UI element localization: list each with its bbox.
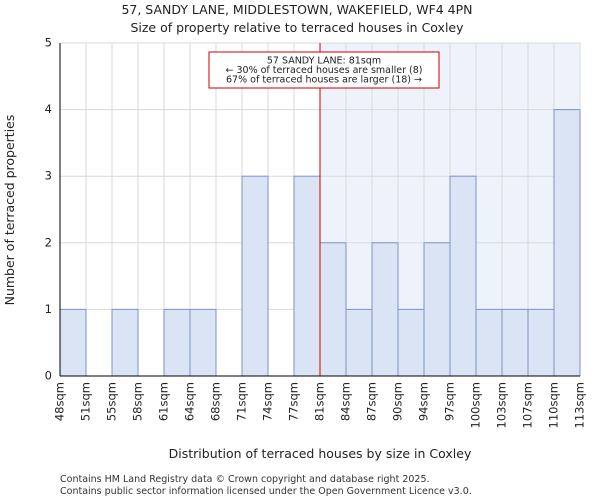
y-axis-label: Number of terraced properties	[2, 115, 17, 306]
x-tick-label: 61sqm	[157, 382, 171, 421]
histogram-bar	[501, 308, 529, 377]
x-tick-label: 64sqm	[183, 382, 197, 421]
histogram-bar	[293, 175, 321, 377]
histogram-bar	[111, 308, 139, 377]
histogram-bar	[527, 308, 555, 377]
x-tick-label: 74sqm	[261, 382, 275, 421]
annotation-line-1: 57 SANDY LANE: 81sqm	[267, 56, 381, 67]
x-tick-label: 68sqm	[209, 382, 223, 421]
x-tick-label: 103sqm	[495, 382, 509, 428]
y-tick-label: 0	[45, 369, 52, 383]
x-tick-label: 87sqm	[365, 382, 379, 421]
x-tick-label: 58sqm	[131, 382, 145, 421]
x-tick-label: 81sqm	[313, 382, 327, 421]
annotation-frame	[208, 51, 440, 89]
x-tick-label: 107sqm	[521, 382, 535, 428]
x-tick-label: 51sqm	[79, 382, 93, 421]
chart-title: 57, SANDY LANE, MIDDLESTOWN, WAKEFIELD, …	[121, 2, 472, 17]
histogram-bar	[553, 109, 581, 377]
x-tick-label: 97sqm	[443, 382, 457, 421]
histogram-bar	[397, 308, 425, 377]
x-tick-label: 48sqm	[53, 382, 67, 421]
x-tick-label: 84sqm	[339, 382, 353, 421]
chart-subtitle: Size of property relative to terraced ho…	[130, 20, 464, 35]
x-tick-label: 71sqm	[235, 382, 249, 421]
histogram-bar	[241, 175, 269, 377]
histogram-bar	[423, 242, 451, 377]
x-axis-label: Distribution of terraced houses by size …	[169, 446, 472, 461]
footer-line-1: Contains HM Land Registry data © Crown c…	[60, 474, 430, 485]
histogram-bar	[163, 308, 191, 377]
histogram-bar	[449, 175, 477, 377]
histogram-bar	[59, 308, 87, 377]
x-tick-label: 94sqm	[417, 382, 431, 421]
x-tick-label: 113sqm	[573, 382, 587, 428]
y-tick-label: 1	[45, 302, 52, 316]
x-tick-label: 55sqm	[105, 382, 119, 421]
y-tick-label: 3	[45, 169, 52, 183]
histogram-bar	[475, 308, 503, 377]
annotation-box: 57 SANDY LANE: 81sqm ← 30% of terraced h…	[208, 51, 440, 89]
histogram-bar	[189, 308, 217, 377]
footer-line-2: Contains public sector information licen…	[60, 486, 472, 497]
x-tick-label: 77sqm	[287, 382, 301, 421]
y-tick-label: 5	[45, 36, 52, 50]
y-tick-label: 2	[45, 235, 52, 249]
histogram-bar	[319, 242, 347, 377]
y-tick-label: 4	[45, 102, 52, 116]
x-tick-label: 100sqm	[469, 382, 483, 428]
x-tick-label: 90sqm	[391, 382, 405, 421]
histogram-bar	[345, 308, 373, 377]
histogram-bar	[371, 242, 399, 377]
annotation-line-2: ← 30% of terraced houses are smaller (8)	[226, 65, 423, 76]
x-tick-label: 110sqm	[547, 382, 561, 428]
annotation-line-3: 67% of terraced houses are larger (18) →	[226, 75, 422, 86]
